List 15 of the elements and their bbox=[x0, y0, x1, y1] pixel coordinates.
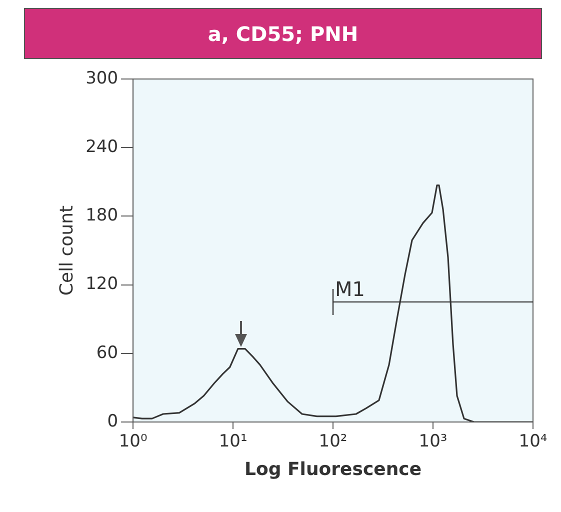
y-tick-label: 60 bbox=[96, 342, 118, 363]
x-tick-label: 10³ bbox=[418, 432, 448, 452]
y-axis-title: Cell count bbox=[56, 205, 78, 296]
x-tick-label: 10¹ bbox=[218, 432, 248, 452]
y-tick-label: 120 bbox=[86, 274, 118, 294]
y-tick-label: 180 bbox=[86, 206, 118, 226]
x-tick-label: 10² bbox=[318, 432, 348, 452]
annotation: M1 bbox=[335, 277, 366, 302]
x-tick-label: 10⁰ bbox=[118, 432, 148, 452]
y-tick-label: 300 bbox=[86, 68, 118, 88]
y-tick-label: 240 bbox=[86, 137, 118, 158]
y-tick-label: 0 bbox=[107, 411, 118, 432]
chart-title: a, CD55; PNH bbox=[24, 8, 542, 59]
x-tick-label: 10⁴ bbox=[518, 432, 548, 452]
x-axis-title: Log Fluorescence bbox=[244, 458, 422, 480]
